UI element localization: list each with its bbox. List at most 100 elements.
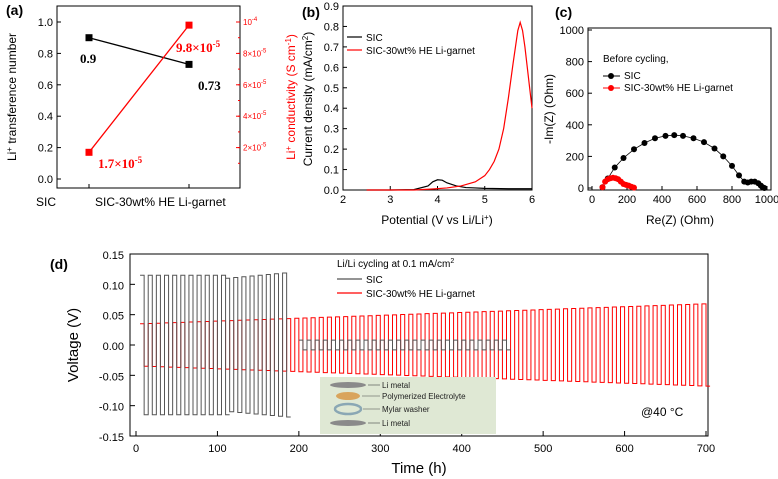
panel-b-series-line xyxy=(366,179,532,191)
inset-label-mylar: Mylar washer xyxy=(382,405,430,414)
panel-c-xtick-label: 0 xyxy=(589,194,595,206)
panel-b-xtick-label: 2 xyxy=(340,194,346,206)
panel-a-right-ticks: 2×10-5 4×10-5 6×10-5 8×10-5 10-4 xyxy=(236,17,267,164)
panel-c-data-point xyxy=(680,132,686,139)
inset-mylar-washer-shape xyxy=(333,402,363,416)
inset-label-electrolyte: Polymerized Electrolyte xyxy=(382,392,466,401)
panel-d-ylabel: Voltage (V) xyxy=(65,308,82,382)
panel-a-y2label: Li+ conductivity (S cm-1) xyxy=(284,34,298,160)
panel-a-data-point xyxy=(185,60,193,68)
panel-d-ticks: 0 100 200 300 400 500 600 700 -0.15 -0.10 -0.05 0.0… xyxy=(99,250,715,455)
cell-schematic-inset: Li metal Polymerized Electrolyte Mylar w… xyxy=(320,377,496,434)
panel-d-xtick-label: 200 xyxy=(290,443,308,455)
panel-b-ytick-label: 0.5 xyxy=(324,83,339,95)
panel-d-series-line-sic xyxy=(225,272,291,418)
panel-c-data-point xyxy=(611,164,618,171)
panel-a-series-line xyxy=(88,24,190,153)
panel-d-xtick-label: 0 xyxy=(133,443,139,455)
panel-c-ytick-label: 1000 xyxy=(560,25,584,37)
panel-a-ytick-label: 0.0 xyxy=(38,174,53,186)
inset-label-li-metal-bottom: Li metal xyxy=(382,419,410,428)
panel-b-ytick-label: 0.9 xyxy=(324,1,339,13)
panel-a-ytick-label: 0.2 xyxy=(38,143,53,155)
panel-d-xtick-label: 700 xyxy=(697,443,715,455)
inset-li-metal-top-shape xyxy=(330,382,366,388)
panel-a-xtick-label: SIC xyxy=(36,195,56,209)
panel-c-ylabel: -Im(Z) (Ohm) xyxy=(542,74,556,144)
panel-d-ytick-label: 0.10 xyxy=(103,280,124,292)
panel-c-data-point xyxy=(711,145,718,152)
inset-electrolyte-shape xyxy=(336,392,360,400)
panel-c-data-point xyxy=(652,135,658,142)
panel-d-xtick-label: 600 xyxy=(615,443,633,455)
panel-b-legend-sic: SIC xyxy=(366,33,383,44)
inset-li-metal-bottom-shape xyxy=(330,420,366,426)
panel-d-series-line-sic xyxy=(140,274,230,416)
panel-d-xtick-label: 300 xyxy=(371,443,389,455)
panel-a-y2tick-label: 10-4 xyxy=(243,17,258,27)
panel-d-legend-garnet: SIC-30wt% HE Li-garnet xyxy=(366,289,475,300)
panel-d-ytick-label: 0.15 xyxy=(103,250,124,262)
panel-d-ytick-label: -0.15 xyxy=(99,432,124,444)
panel-d-ytick-label: 0.05 xyxy=(103,311,124,323)
panel-c-data-point xyxy=(641,139,648,146)
panel-b-label: (b) xyxy=(302,4,320,20)
panel-b: (b) Current density (mA/cm2) Potential (… xyxy=(301,1,535,227)
panel-c-ytick-label: 600 xyxy=(566,88,584,100)
panel-a-label: (a) xyxy=(6,2,23,18)
panel-c-ytick-label: 400 xyxy=(566,120,584,132)
panel-d-ytick-label: -0.10 xyxy=(99,402,124,414)
panel-b-ytick-label: 0.1 xyxy=(324,165,339,177)
annotation-garnet-transference: 0.73 xyxy=(198,78,221,93)
annotation-sic-conductivity: 1.7×10-5 xyxy=(98,155,143,171)
panel-d-title: Li/Li cycling at 0.1 mA/cm2 xyxy=(337,258,454,270)
panel-a-y2tick-label: 8×10-5 xyxy=(243,48,267,58)
panel-b-ytick-label: 0.8 xyxy=(324,21,339,33)
panel-c-xtick-label: 1000 xyxy=(755,194,778,206)
panel-d: (d) Voltage (V) Time (h) 0 100 200 300 400 50… xyxy=(50,250,715,477)
panel-b-ytick-label: 0.0 xyxy=(324,185,339,197)
panel-c-legend-sic: SIC xyxy=(624,71,641,82)
panel-b-xtick-label: 3 xyxy=(387,194,393,206)
panel-a-ytick-label: 0.4 xyxy=(38,111,53,123)
panel-a-y2tick-label: 4×10-5 xyxy=(243,111,267,121)
panel-c-series-line xyxy=(602,134,765,189)
panel-d-xlabel: Time (h) xyxy=(391,460,446,477)
panel-c-data-point xyxy=(671,132,678,139)
panel-b-xtick-label: 5 xyxy=(482,194,488,206)
panel-c-points xyxy=(599,132,768,191)
panel-a-xtick-label: SIC-30wt% HE Li-garnet xyxy=(95,195,226,209)
panel-a-lines xyxy=(85,21,193,156)
panel-d-series-line-sic xyxy=(298,339,511,351)
panel-c-data-point xyxy=(720,153,727,160)
panel-a-data-point xyxy=(85,34,93,42)
panel-a-y2tick-label: 2×10-5 xyxy=(243,143,267,153)
panel-c-data-point xyxy=(599,184,606,191)
panel-d-xtick-label: 500 xyxy=(534,443,552,455)
panel-b-lines xyxy=(366,20,533,191)
panel-a-ylabel: Li+ transference number xyxy=(5,33,19,161)
panel-b-ytick-label: 0.3 xyxy=(324,124,339,136)
panel-d-legend-sic: SIC xyxy=(366,275,383,286)
panel-b-xlabel: Potential (V vs Li/Li+) xyxy=(381,213,492,227)
panel-c-legend-marker-sic xyxy=(608,73,614,79)
panel-c-xtick-label: 400 xyxy=(653,194,671,206)
panel-c-xtick-label: 600 xyxy=(688,194,706,206)
panel-a-ytick-label: 1.0 xyxy=(38,17,53,29)
annotation-sic-transference: 0.9 xyxy=(80,51,97,66)
panel-d-label: (d) xyxy=(50,256,68,272)
panel-c-data-point xyxy=(690,135,697,142)
panel-c-xtick-label: 200 xyxy=(618,194,636,206)
panel-c-data-point xyxy=(736,172,742,179)
panel-c-legend-title: Before cycling, xyxy=(603,54,669,65)
panel-c-data-point xyxy=(701,139,707,146)
panel-c-data-point xyxy=(620,154,627,161)
temperature-annotation: @40 °C xyxy=(641,405,684,419)
panel-c-ytick-label: 800 xyxy=(566,57,584,69)
panel-b-series-line xyxy=(366,20,533,191)
panel-d-xtick-label: 400 xyxy=(453,443,471,455)
panel-a-y2tick-label: 6×10-5 xyxy=(243,80,267,90)
panel-a-data-point xyxy=(185,21,193,29)
panel-a-frame xyxy=(56,5,241,189)
